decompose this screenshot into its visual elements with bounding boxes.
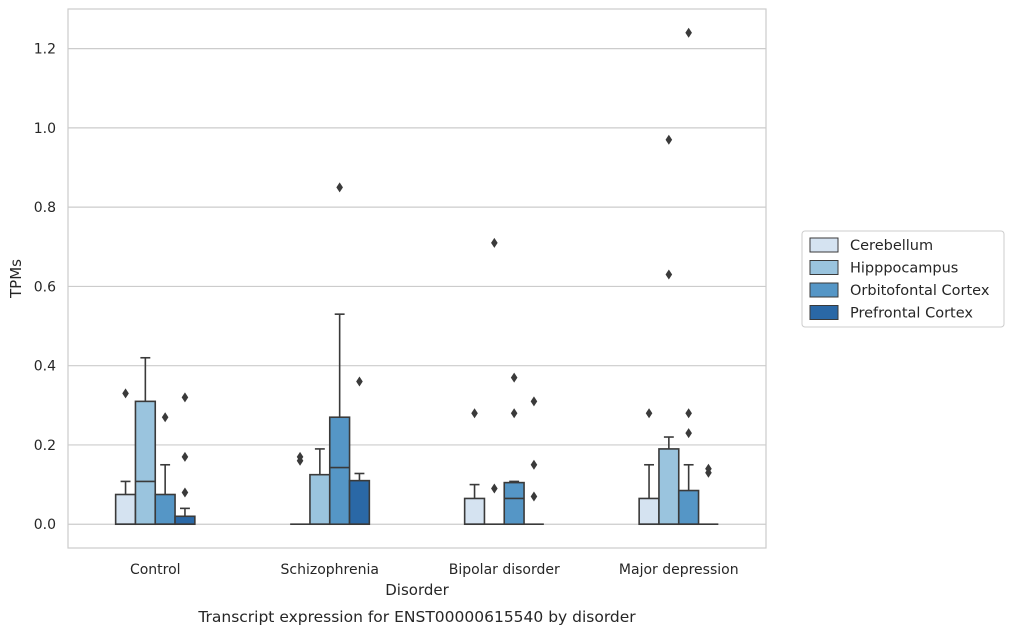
legend-label: Cerebellum <box>850 238 933 254</box>
legend: Cerebellum Hipppocampus Orbitofontal Corte… <box>801 230 1005 328</box>
x-tick-labels: Control Schizophrenia Bipolar disorder Majo… <box>130 562 739 578</box>
box-hipppocampus-schizophrenia <box>309 448 331 526</box>
box-body <box>463 497 486 526</box>
plot-area <box>114 27 719 526</box>
legend-swatch <box>809 260 839 275</box>
legend-entry: Cerebellum <box>809 237 933 254</box>
legend-swatch <box>809 237 839 253</box>
y-tick-label: 0.0 <box>34 517 56 533</box>
x-tick-label: Schizophrenia <box>281 562 379 578</box>
box-prefrontal-cortex-major-depression <box>698 463 719 526</box>
legend-entry: Orbitofontal Cortex <box>809 282 990 299</box>
outlier-point <box>530 459 538 470</box>
box-hipppocampus-major-depression <box>658 134 680 526</box>
y-tick-label: 1.0 <box>34 121 56 137</box>
plot-frame <box>67 8 767 549</box>
box-hipppocampus-control <box>134 356 157 526</box>
legend-entry: Prefrontal Cortex <box>809 305 973 322</box>
box-body <box>134 400 157 526</box>
box-orbitofontal-cortex-bipolar-disorder <box>503 372 525 526</box>
outlier-point <box>491 483 498 494</box>
outlier-point <box>665 134 673 145</box>
outlier-point <box>296 451 304 462</box>
legend-entries: Cerebellum Hipppocampus Orbitofontal Corte… <box>809 237 990 322</box>
y-tick-labels: 0.0 0.2 0.4 0.6 0.8 1.0 1.2 <box>34 42 56 534</box>
y-tick-label: 0.2 <box>34 438 56 454</box>
outlier-point <box>491 237 498 248</box>
box-body <box>309 473 331 526</box>
outlier-point <box>705 463 712 474</box>
legend-label: Orbitofontal Cortex <box>850 283 990 299</box>
outlier-point <box>665 269 673 280</box>
legend-frame <box>801 230 1005 328</box>
outlier-point <box>510 372 518 383</box>
box-body <box>154 493 176 526</box>
legend-label: Hipppocampus <box>850 261 958 277</box>
outlier-point <box>685 27 692 38</box>
x-tick-label: Bipolar disorder <box>449 562 560 578</box>
legend-swatch <box>809 305 839 320</box>
legend-swatch <box>809 282 839 298</box>
x-axis-label: Disorder <box>385 581 449 599</box>
outlier-point <box>181 487 189 498</box>
box-body <box>658 448 680 526</box>
box-prefrontal-cortex-control <box>174 392 196 526</box>
y-tick-label: 1.2 <box>34 42 56 58</box>
box-body <box>348 479 371 526</box>
box-cerebellum-bipolar-disorder <box>463 408 486 526</box>
outlier-point <box>530 491 538 502</box>
outlier-point <box>645 408 653 419</box>
box-prefrontal-cortex-bipolar-disorder <box>524 396 544 526</box>
box-body <box>677 489 700 526</box>
outlier-point <box>122 388 129 399</box>
outlier-point <box>336 182 343 193</box>
x-tick-label: Major depression <box>619 562 739 578</box>
y-tick-label: 0.4 <box>34 359 56 375</box>
box-body <box>328 416 351 526</box>
y-axis-label: TPMs <box>7 259 25 299</box>
box-cerebellum-major-depression <box>638 408 660 526</box>
x-tick-label: Control <box>130 562 181 578</box>
box-orbitofontal-cortex-schizophrenia <box>328 182 351 526</box>
outlier-point <box>161 412 169 423</box>
outlier-point <box>181 392 189 403</box>
box-cerebellum-schizophrenia <box>290 451 310 526</box>
box-body <box>114 493 137 526</box>
y-tick-label: 0.8 <box>34 200 56 216</box>
chart-caption: Transcript expression for ENST0000061554… <box>197 608 636 626</box>
outlier-point <box>356 376 363 387</box>
box-body <box>638 497 660 526</box>
box-orbitofontal-cortex-control <box>154 412 176 526</box>
box-cerebellum-control <box>114 388 137 526</box>
box-prefrontal-cortex-schizophrenia <box>348 376 371 526</box>
legend-entry: Hipppocampus <box>809 260 958 277</box>
gridlines <box>68 48 766 525</box>
y-tick-label: 0.6 <box>34 279 56 295</box>
outlier-point <box>685 408 692 419</box>
box-hipppocampus-bipolar-disorder <box>484 237 505 526</box>
outlier-point <box>510 408 518 419</box>
box-body <box>503 481 525 526</box>
box-orbitofontal-cortex-major-depression <box>677 27 700 526</box>
legend-label: Prefrontal Cortex <box>850 306 973 322</box>
outlier-point <box>471 408 478 419</box>
outlier-point <box>530 396 538 407</box>
outlier-point <box>685 428 692 439</box>
outlier-point <box>181 451 189 462</box>
box-body <box>174 515 196 526</box>
